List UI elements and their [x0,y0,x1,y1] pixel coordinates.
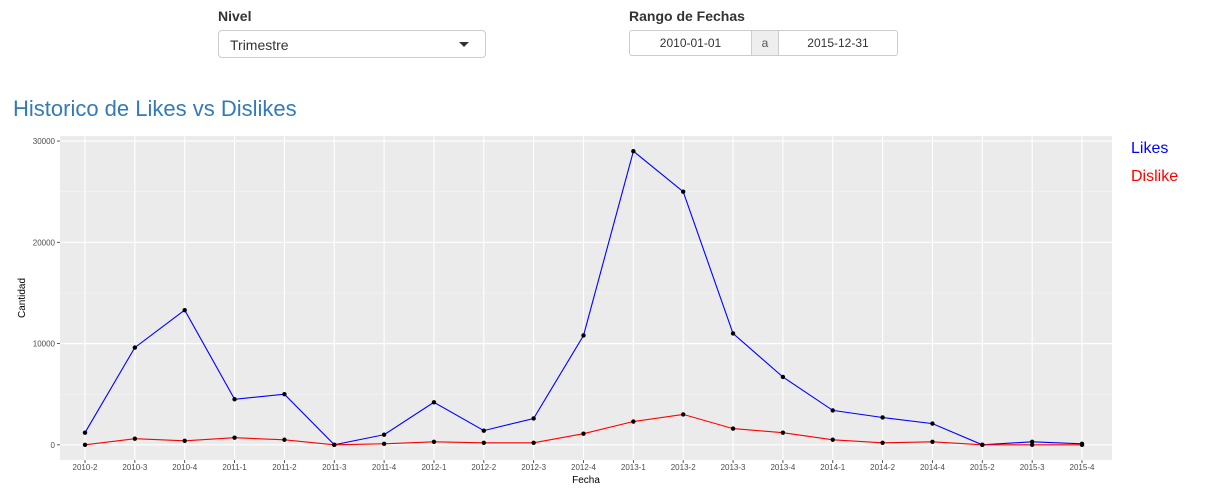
data-point-likes [232,397,237,402]
data-point-likes [381,432,387,437]
data-point-likes [880,415,885,420]
data-point-likes [282,391,287,397]
data-point-dislike [930,439,935,444]
x-tick-label: 2010-3 [122,463,147,472]
data-point-likes [681,189,686,194]
end-date-input[interactable]: 2015-12-31 [778,30,898,56]
caret-down-icon [459,42,469,47]
x-tick-label: 2012-1 [421,463,446,472]
x-tick-label: 2015-3 [1020,463,1045,472]
data-point-likes [930,421,935,426]
data-point-dislike [830,437,835,442]
y-tick-label: 10000 [33,340,56,349]
data-point-dislike [581,431,586,436]
data-point-likes [531,416,536,421]
x-tick-label: 2013-2 [671,463,696,472]
data-point-dislike [481,440,486,445]
y-tick-label: 20000 [33,238,56,247]
legend-item-dislike: Dislike [1131,168,1179,185]
x-tick-label: 2012-4 [571,463,596,472]
data-point-dislike [730,426,736,431]
plot-panel [60,136,1112,460]
x-tick-label: 2011-3 [322,463,347,472]
x-tick-label: 2010-4 [172,463,197,472]
data-point-dislike [332,442,337,448]
data-point-likes [82,430,88,435]
axes: 0 10000 20000 30000 2010-2 2010-3 2010-4 2011-1… [33,137,1095,472]
grid-lines [60,136,1112,460]
data-point-likes [1029,439,1035,444]
data-point-dislike [780,430,786,435]
x-tick-label: 2013-3 [721,463,746,472]
x-tick-label: 2011-1 [222,463,247,472]
data-point-dislike [132,436,138,441]
x-tick-label: 2011-2 [272,463,297,472]
data-point-likes [182,307,187,313]
y-axis-label: Cantidad [17,278,28,318]
x-tick-label: 2010-2 [73,463,98,472]
data-point-likes [431,400,437,405]
x-tick-label: 2014-2 [870,463,895,472]
data-point-dislike [232,435,237,440]
data-point-likes [730,331,736,336]
data-point-likes [780,374,786,380]
nivel-select-value: Trimestre [230,37,289,53]
x-axis-label: Fecha [572,475,600,486]
x-tick-label: 2012-2 [471,463,496,472]
data-point-dislike [880,440,885,445]
x-tick-label: 2011-4 [372,463,397,472]
data-point-dislike [1079,442,1085,448]
data-point-likes [581,333,586,338]
series-points [82,148,1085,448]
data-point-likes [830,408,835,413]
date-range-separator: a [752,30,778,56]
x-tick-label: 2013-4 [770,463,795,472]
chart-title: Historico de Likes vs Dislikes [13,96,297,121]
start-date-input[interactable]: 2010-01-01 [629,30,752,56]
data-point-dislike [631,419,636,424]
date-range-input: 2010-01-01 a 2015-12-31 [629,30,898,56]
x-tick-label: 2012-3 [521,463,546,472]
data-point-dislike [980,442,985,448]
y-tick-label: 0 [51,441,56,450]
data-point-likes [132,345,138,350]
legend-item-likes: Likes [1131,140,1169,157]
rango-fechas-label: Rango de Fechas [629,8,745,24]
x-tick-label: 2015-2 [970,463,995,472]
nivel-select[interactable]: Trimestre [218,30,486,58]
nivel-label: Nivel [218,8,252,24]
y-tick-label: 30000 [33,137,56,146]
data-point-likes [481,428,486,433]
data-point-dislike [82,442,88,448]
data-point-dislike [681,412,686,417]
data-point-dislike [182,438,187,443]
data-point-dislike [431,439,437,444]
data-point-likes [631,148,636,154]
data-point-dislike [282,437,287,442]
x-tick-label: 2015-4 [1070,463,1095,472]
x-tick-label: 2013-1 [621,463,646,472]
x-tick-label: 2014-1 [820,463,845,472]
x-tick-label: 2014-4 [920,463,945,472]
data-point-dislike [1029,442,1035,448]
data-point-dislike [381,441,387,446]
data-point-dislike [531,440,536,445]
